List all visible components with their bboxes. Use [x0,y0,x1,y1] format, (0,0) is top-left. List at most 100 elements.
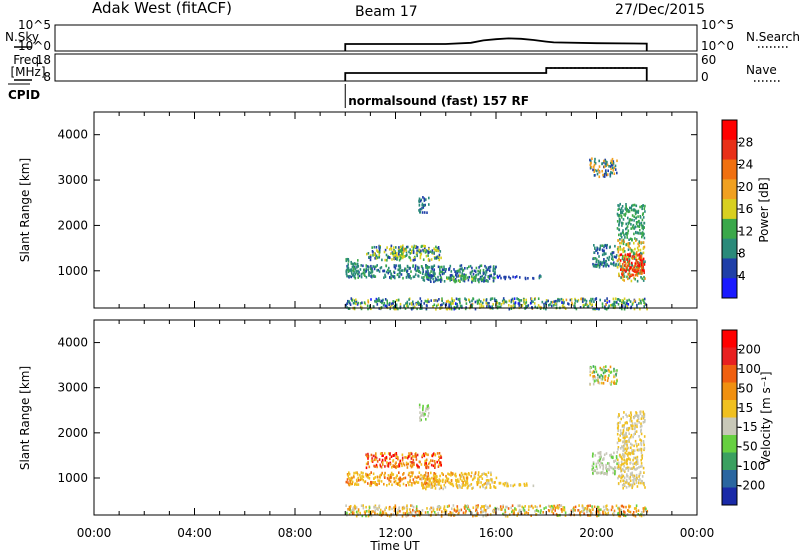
heatmap-cell [450,273,453,277]
heatmap-cell [404,248,406,251]
heatmap-cell [643,271,645,274]
heatmap-cell [624,470,626,473]
heatmap-cell [369,473,371,476]
heatmap-cell [621,239,623,242]
heatmap-cell [636,279,639,283]
heatmap-cell [487,275,489,279]
heatmap-cell [445,307,448,311]
heatmap-cell [348,471,350,474]
heatmap-cell [623,240,625,243]
heatmap-cell [440,276,442,279]
heatmap-cell [630,424,633,428]
heatmap-cell [346,473,349,476]
heatmap-cell [422,278,425,281]
heatmap-cell [501,299,504,303]
heatmap-cell [606,473,608,476]
heatmap-cell [401,458,404,462]
heatmap-cell [640,514,643,518]
heatmap-cell [486,305,488,308]
heatmap-cell [468,265,470,269]
heatmap-cell [621,504,623,508]
heatmap-cell [450,277,452,280]
heatmap-cell [389,473,392,477]
heatmap-cell [483,298,485,302]
heatmap-cell [417,475,419,479]
heatmap-cell [616,369,618,372]
heatmap-cell [424,409,427,413]
velocity-colorbar-tick-label: -50 [738,440,758,454]
heatmap-cell [409,256,411,260]
heatmap-cell [460,475,463,478]
heatmap-cell [424,247,426,250]
heatmap-cell [435,308,437,311]
heatmap-cell [350,268,353,271]
heatmap-cell [524,277,527,281]
heatmap-cell [412,458,415,462]
heatmap-cell [387,268,389,272]
heatmap-cell [499,305,502,309]
heatmap-cell [604,159,607,163]
heatmap-cell [637,261,639,264]
heatmap-cell [390,471,393,475]
heatmap-cell [466,476,469,480]
heatmap-cell [440,303,442,307]
heatmap-cell [383,269,386,273]
heatmap-cell [612,258,614,261]
heatmap-cell [422,270,424,274]
heatmap-cell [481,473,483,476]
heatmap-cell [439,307,441,310]
heatmap-cell [384,476,386,479]
heatmap-cell [637,449,639,452]
heatmap-cell [520,299,523,302]
heatmap-cell [464,472,467,476]
heatmap-cell [592,461,595,464]
heatmap-cell [448,268,450,272]
heatmap-cell [624,214,626,217]
heatmap-cell [518,302,521,305]
heatmap-cell [616,451,618,454]
heatmap-cell [510,506,512,510]
heatmap-cell [622,231,624,235]
heatmap-cell [487,266,490,270]
heatmap-cell [466,507,469,510]
heatmap-cell [393,477,395,480]
heatmap-cell [386,246,388,249]
heatmap-cell [456,275,458,278]
heatmap-cell [439,461,441,464]
heatmap-cell [613,451,615,455]
heatmap-cell [439,506,442,509]
heatmap-cell [641,465,643,468]
heatmap-cell [423,276,425,279]
heatmap-cell [448,473,451,476]
heatmap-cell [419,307,421,310]
heatmap-cell [605,252,607,255]
heatmap-cell [611,262,613,266]
heatmap-cell [622,250,624,254]
heatmap-cell [604,375,606,378]
heatmap-cell [617,429,619,432]
heatmap-cell [600,381,603,385]
heatmap-cell [467,278,470,282]
heatmap-cell [623,443,626,447]
heatmap-cell [391,258,393,261]
heatmap-cell [615,382,618,385]
heatmap-cell [386,305,388,308]
heatmap-cell [643,221,646,225]
heatmap-cell [404,255,406,258]
heatmap-cell [367,474,370,477]
heatmap-cell [355,471,357,475]
heatmap-cell [489,274,491,278]
heatmap-cell [574,299,577,302]
heatmap-cell [368,271,370,275]
heatmap-cell [634,262,637,265]
heatmap-cell [397,268,399,272]
heatmap-cell [519,504,521,507]
heatmap-cell [427,273,429,276]
heatmap-cell [430,299,432,302]
heatmap-cell [423,197,426,200]
heatmap-cell [394,507,396,511]
heatmap-cell [560,297,563,301]
heatmap-cell [419,254,422,257]
heatmap-cell [518,300,521,304]
heatmap-cell [507,507,510,510]
